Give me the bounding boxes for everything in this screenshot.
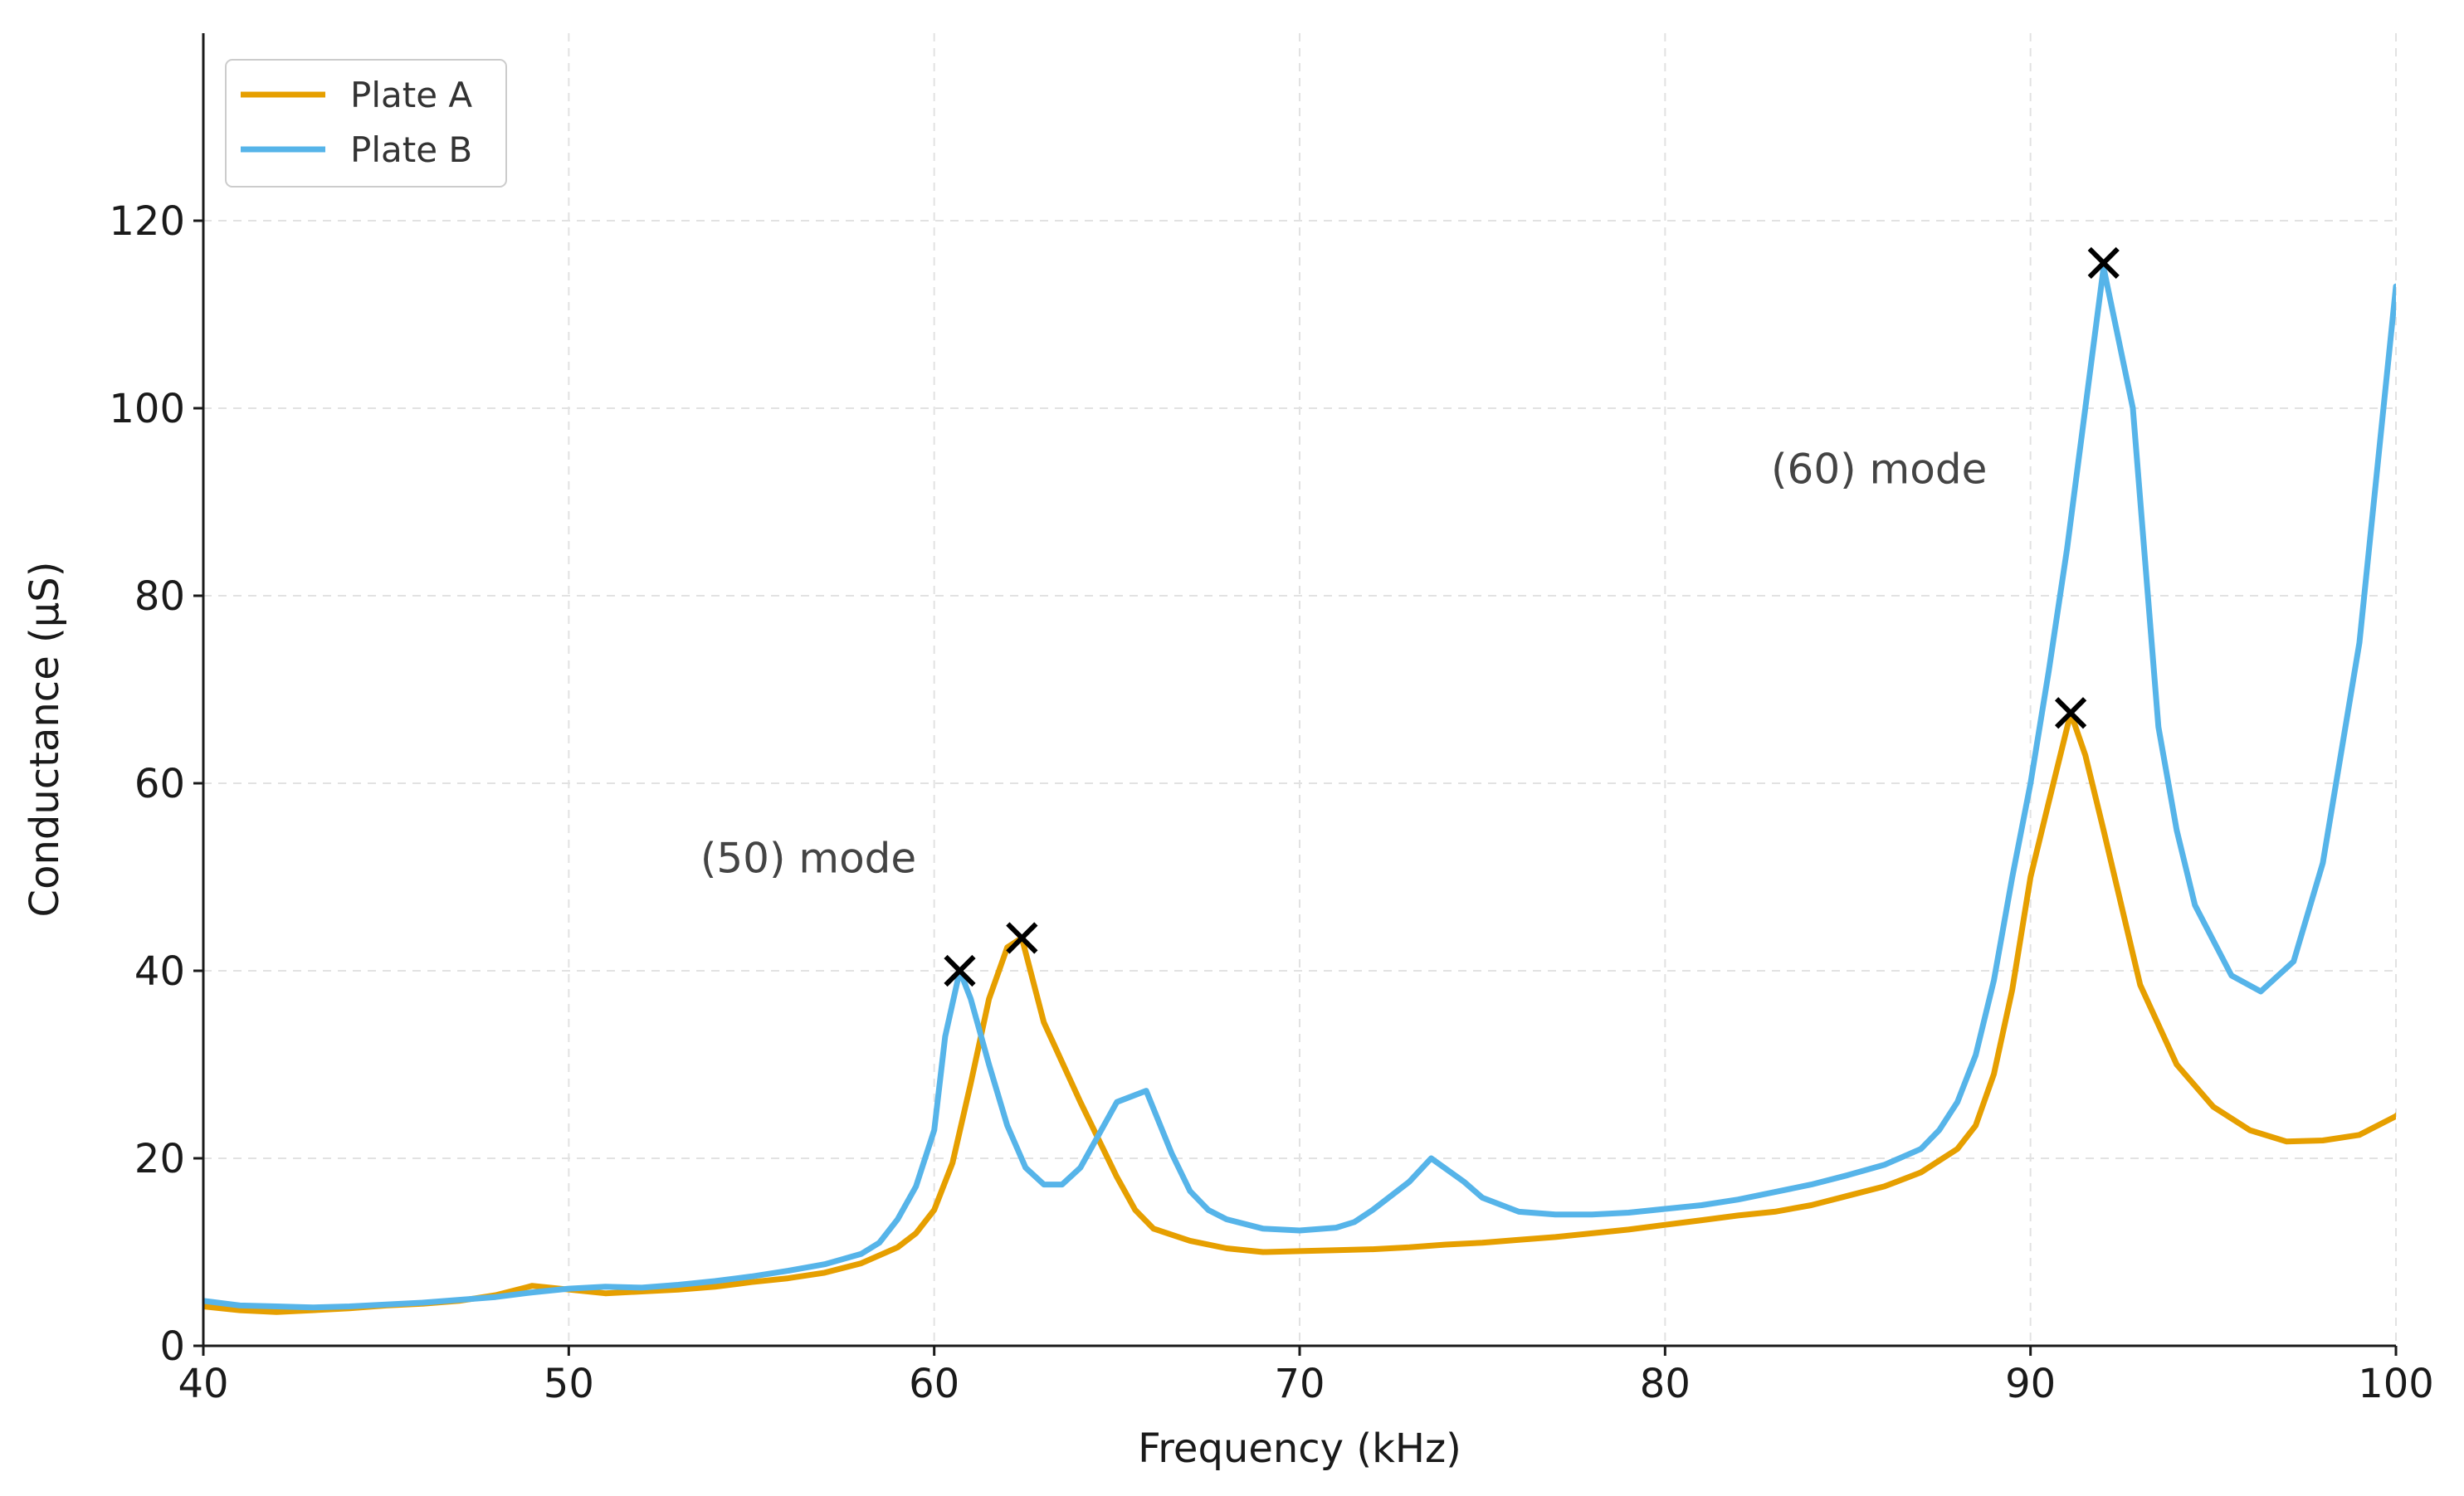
x-tick-label: 50 [544,1361,594,1407]
annotations: (50) mode (60) mode [700,445,1988,882]
peak-markers [944,246,2120,987]
x-tick-label: 90 [2005,1361,2056,1407]
y-tick-label: 60 [134,761,185,807]
y-axis-ticks: 0 20 40 60 80 100 120 [109,198,203,1370]
legend-label: Plate B [350,129,472,170]
peak-marker [2087,246,2120,279]
legend-box [225,59,507,188]
x-tick-label: 80 [1640,1361,1691,1407]
legend-label: Plate A [350,75,472,115]
grid-lines [203,33,2397,1346]
x-tick-label: 100 [2358,1361,2434,1407]
peak-marker [2054,697,2087,729]
mode-annotation: (60) mode [1771,445,1987,493]
x-tick-label: 70 [1274,1361,1325,1407]
mode-annotation: (50) mode [700,834,916,882]
series-line-plate-b [203,265,2396,1311]
peak-marker [1006,922,1038,954]
x-tick-label: 40 [178,1361,228,1407]
y-axis-title: Conductance (µS) [22,562,68,918]
y-tick-label: 40 [134,948,185,995]
y-tick-label: 0 [159,1323,185,1370]
plot-area [203,265,2396,1315]
x-axis-ticks: 40 50 60 70 80 90 100 [178,1346,2434,1407]
y-tick-label: 100 [109,386,185,432]
series-line-plate-a [203,709,2396,1315]
x-axis-title: Frequency (kHz) [1138,1425,1461,1472]
y-tick-label: 20 [134,1136,185,1182]
y-tick-label: 80 [134,573,185,620]
legend: Plate A Plate B [225,59,507,188]
peak-marker [944,954,976,987]
x-tick-label: 60 [909,1361,959,1407]
y-tick-label: 120 [109,198,185,245]
